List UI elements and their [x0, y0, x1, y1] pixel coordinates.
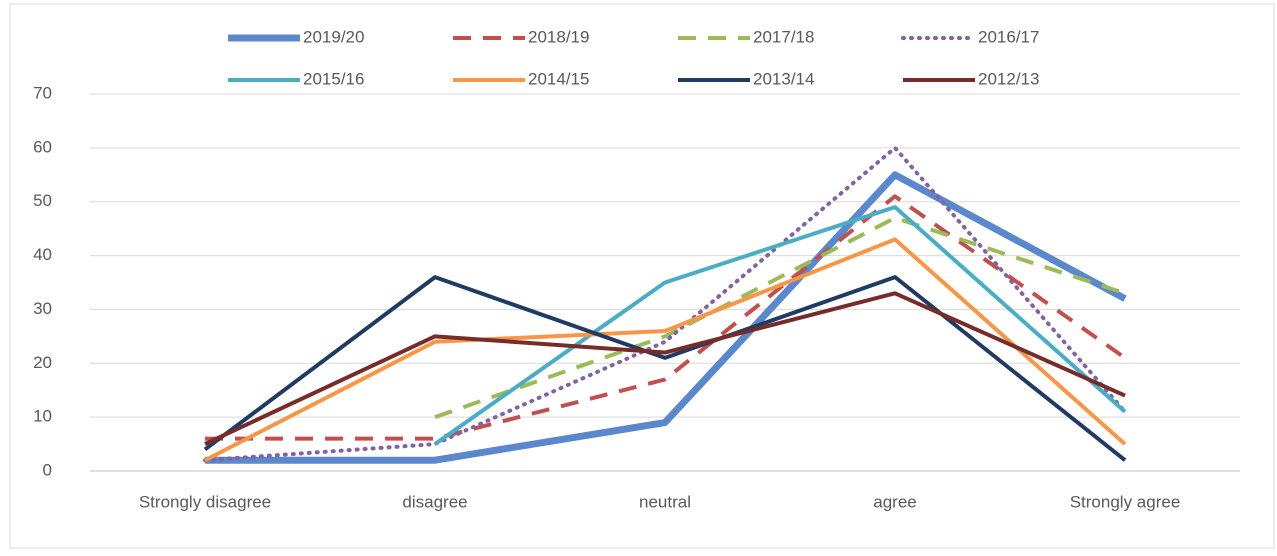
series-line	[204, 291, 1126, 446]
series-line	[205, 171, 1127, 464]
y-tick-label: 0	[43, 460, 52, 479]
y-tick-label: 40	[33, 245, 52, 264]
y-tick-label: 50	[33, 191, 52, 210]
legend-label: 2015/16	[303, 69, 364, 88]
series-line	[433, 205, 1127, 446]
legend-label: 2016/17	[978, 27, 1039, 46]
legend-label: 2017/18	[753, 27, 814, 46]
series-line	[203, 275, 1127, 462]
x-tick-label: neutral	[639, 492, 691, 511]
series-line	[204, 237, 1127, 463]
legend-label: 2014/15	[528, 69, 589, 88]
y-tick-label: 10	[33, 407, 52, 426]
y-tick-label: 20	[33, 353, 52, 372]
legend-label: 2018/19	[528, 27, 589, 46]
series-line	[205, 194, 1127, 441]
y-tick-label: 70	[33, 83, 52, 102]
x-tick-label: agree	[873, 492, 916, 511]
x-tick-label: disagree	[402, 492, 467, 511]
legend-label: 2019/20	[303, 27, 364, 46]
y-tick-label: 30	[33, 299, 52, 318]
series-line	[203, 145, 1127, 463]
y-tick-label: 60	[33, 137, 52, 156]
x-tick-label: Strongly agree	[1070, 492, 1181, 511]
legend-label: 2012/13	[978, 69, 1039, 88]
x-tick-label: Strongly disagree	[139, 492, 271, 511]
series-line	[434, 215, 1126, 420]
legend-label: 2013/14	[753, 69, 814, 88]
